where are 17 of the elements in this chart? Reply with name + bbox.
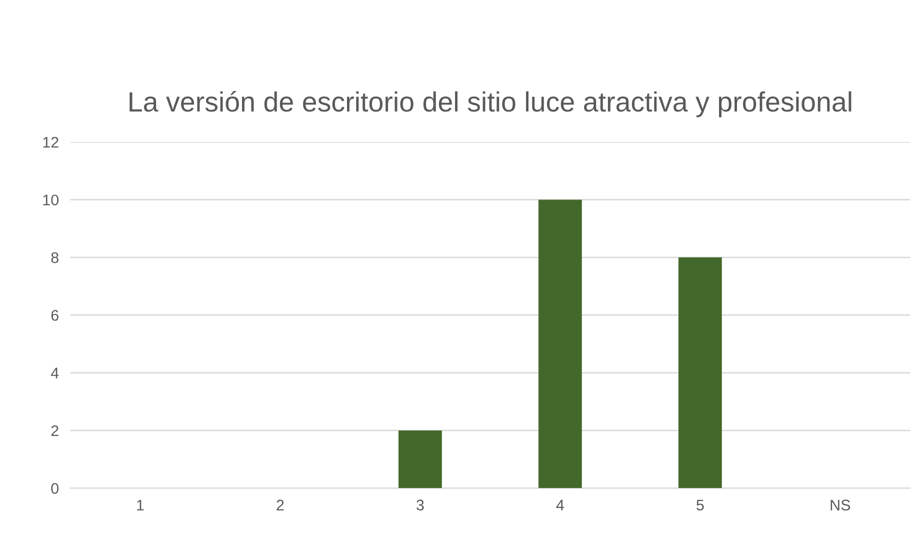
x-tick-label: 4 xyxy=(556,500,564,510)
y-tick-label: 10 xyxy=(43,194,59,206)
x-tick-label: NS xyxy=(830,500,850,510)
x-tick-label: 3 xyxy=(416,500,424,510)
x-tick-label: 1 xyxy=(137,500,144,510)
chart-title: La versión de escritorio del sitio luce atractiva y profesional xyxy=(130,91,852,118)
y-tick-label: 8 xyxy=(51,252,58,264)
y-tick-label: 6 xyxy=(51,310,58,321)
bar xyxy=(538,200,582,488)
y-tick-label: 12 xyxy=(43,136,58,148)
bar xyxy=(398,430,442,488)
y-tick-label: 0 xyxy=(51,483,59,494)
y-tick-label: 2 xyxy=(51,425,58,436)
y-tick-label: 4 xyxy=(50,368,59,378)
x-tick-label: 5 xyxy=(696,500,704,510)
bar xyxy=(678,257,722,488)
x-tick-label: 2 xyxy=(276,500,284,510)
